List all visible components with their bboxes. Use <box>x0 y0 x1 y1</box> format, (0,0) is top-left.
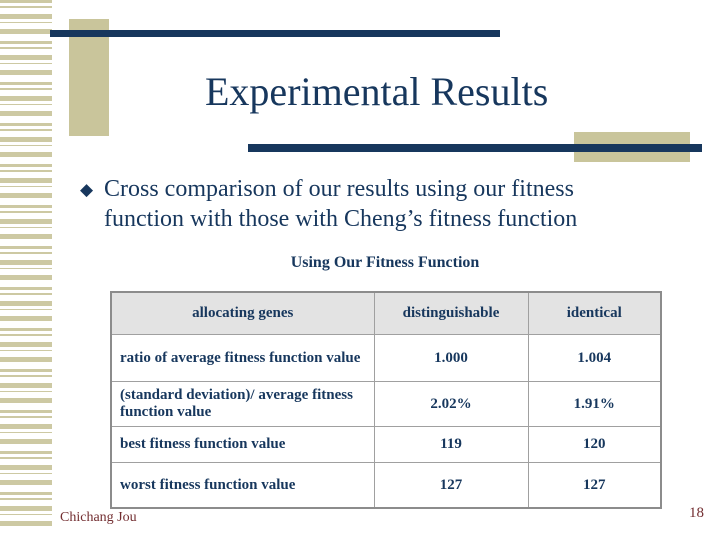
bullet-line-2: function with those with Cheng’s fitness… <box>104 206 578 232</box>
left-stripe-decoration <box>0 0 52 529</box>
bullet-line-1: Cross comparison of our results using ou… <box>104 176 574 202</box>
row-label: best fitness function value <box>110 426 375 463</box>
header-allocating-genes: allocating genes <box>110 291 375 335</box>
row-label: (standard deviation)/ average fitness fu… <box>110 381 375 427</box>
tan-accent-block-top <box>69 19 109 136</box>
bullet-text: Cross comparison of our results using ou… <box>104 174 670 234</box>
table-row: ratio of average fitness function value … <box>110 334 662 382</box>
row-value-identical: 120 <box>527 426 662 463</box>
header-identical: identical <box>527 291 662 335</box>
table-row: worst fitness function value 127 127 <box>110 462 662 509</box>
results-table: allocating genes distinguishable identic… <box>110 291 662 509</box>
row-value-identical: 1.91% <box>527 381 662 427</box>
header-distinguishable: distinguishable <box>373 291 529 335</box>
table-row: (standard deviation)/ average fitness fu… <box>110 381 662 427</box>
row-value-distinguishable: 2.02% <box>373 381 529 427</box>
row-value-distinguishable: 127 <box>373 462 529 509</box>
row-value-distinguishable: 119 <box>373 426 529 463</box>
table-row: best fitness function value 119 120 <box>110 426 662 463</box>
row-label: worst fitness function value <box>110 462 375 509</box>
page-title: Experimental Results <box>205 69 549 114</box>
table-header-row: allocating genes distinguishable identic… <box>110 291 662 335</box>
table-caption: Using Our Fitness Function <box>290 254 480 271</box>
title-underline-rule <box>248 144 702 152</box>
footer-author: Chichang Jou <box>60 510 137 525</box>
row-label: ratio of average fitness function value <box>110 334 375 382</box>
footer-page-number: 18 <box>689 505 704 521</box>
row-value-identical: 1.004 <box>527 334 662 382</box>
top-rule-line <box>50 30 500 37</box>
diamond-bullet-icon: ◆ <box>80 180 94 200</box>
row-value-distinguishable: 1.000 <box>373 334 529 382</box>
bullet-item: ◆ Cross comparison of our results using … <box>80 174 670 234</box>
row-value-identical: 127 <box>527 462 662 509</box>
